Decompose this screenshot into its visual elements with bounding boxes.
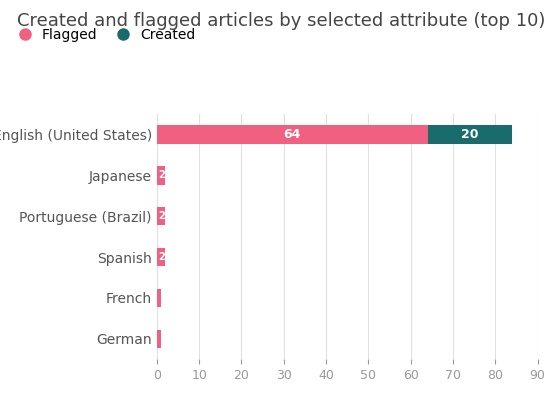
Legend: Flagged, Created: Flagged, Created [19, 28, 195, 42]
Text: 2: 2 [158, 252, 165, 262]
Bar [157, 330, 161, 348]
Text: 20: 20 [461, 128, 479, 141]
Bar [157, 248, 165, 266]
Bar [157, 166, 165, 184]
Bar [428, 125, 512, 144]
Text: Created and flagged articles by selected attribute (top 10): Created and flagged articles by selected… [17, 12, 545, 30]
Bar [157, 207, 165, 225]
Text: 2: 2 [158, 171, 165, 180]
Bar [157, 125, 428, 144]
Bar [157, 289, 161, 307]
Text: 64: 64 [283, 128, 301, 141]
Text: 2: 2 [158, 211, 165, 221]
